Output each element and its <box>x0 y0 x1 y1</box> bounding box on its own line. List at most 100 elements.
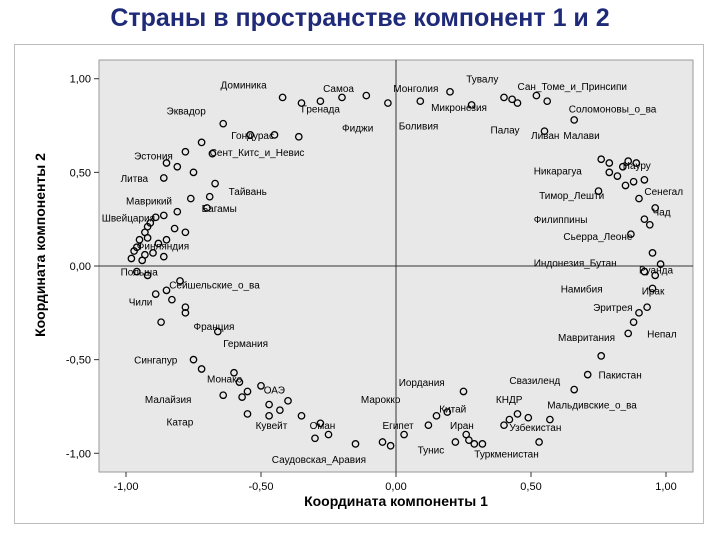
data-point <box>621 181 630 190</box>
data-point <box>265 411 273 420</box>
x-tick-label: -1,00 <box>113 481 138 493</box>
data-point <box>186 194 195 203</box>
data-point <box>629 318 638 327</box>
point-label: Катар <box>167 417 194 428</box>
point-label: Литва <box>121 174 149 185</box>
data-point <box>640 215 649 224</box>
point-label: Малави <box>563 131 599 142</box>
data-point <box>135 235 144 244</box>
data-point <box>645 220 654 229</box>
data-point <box>597 352 606 360</box>
data-point <box>162 159 171 167</box>
point-label: Гренада <box>302 105 341 116</box>
data-point <box>205 192 214 201</box>
point-label: Эквадор <box>167 107 207 118</box>
data-point <box>508 95 516 104</box>
point-label: Доминика <box>221 80 268 91</box>
point-label: Палау <box>491 125 520 136</box>
point-label: Ливан <box>531 131 559 142</box>
data-point <box>197 138 206 147</box>
data-point <box>416 97 425 106</box>
data-point <box>127 254 136 263</box>
y-tick-label: 0,50 <box>70 167 91 179</box>
data-point <box>211 179 219 188</box>
data-point <box>243 410 252 418</box>
data-point <box>446 87 454 96</box>
data-point <box>583 370 592 379</box>
data-point <box>386 441 395 450</box>
data-point <box>627 230 635 239</box>
data-point <box>208 149 217 158</box>
data-point <box>443 408 452 416</box>
data-point <box>157 318 165 327</box>
data-point <box>640 267 649 276</box>
point-label: Самоа <box>323 84 354 95</box>
data-point <box>465 436 473 445</box>
point-label: Монако <box>207 374 243 385</box>
data-point <box>500 93 508 102</box>
point-label: Намибия <box>561 283 603 295</box>
point-label: Туркменистан <box>474 449 538 460</box>
x-tick-label: -0,50 <box>248 481 273 493</box>
point-label: Мавритания <box>558 333 615 344</box>
data-point <box>624 329 633 338</box>
point-label: Оман <box>310 421 336 432</box>
point-label: Сан_Томе_и_Принсипи <box>518 82 627 93</box>
data-point <box>257 382 265 390</box>
point-label: ОАЭ <box>264 386 285 397</box>
x-tick-label: 0,50 <box>520 481 541 493</box>
data-point <box>648 249 657 257</box>
point-label: Кувейт <box>256 421 288 432</box>
x-axis: -1,00 -0,50 0,00 0,50 1,00 <box>113 472 677 493</box>
data-point <box>213 327 222 336</box>
point-label: Тайвань <box>229 187 267 198</box>
data-point <box>230 368 238 377</box>
data-point <box>546 415 554 424</box>
x-tick-label: 1,00 <box>655 481 676 493</box>
data-point <box>189 355 198 364</box>
data-point <box>162 286 171 295</box>
point-label: Соломоновы_о_ва <box>569 105 657 116</box>
point-label: Марокко <box>361 395 401 406</box>
point-label: Багамы <box>202 204 237 215</box>
data-point <box>181 303 190 312</box>
data-point <box>640 176 649 184</box>
point-label: Руанда <box>639 266 673 277</box>
y-tick-label: -1,00 <box>66 448 91 460</box>
point-labels: Доминика Самоа Монголия Тувалу Сан_Томе_и_Пр… <box>102 75 684 466</box>
data-point <box>246 131 255 139</box>
data-point <box>651 204 660 212</box>
point-label: Никарагуа <box>534 166 583 177</box>
point-label: Монголия <box>393 84 438 95</box>
data-point <box>656 260 665 268</box>
data-point <box>351 440 360 448</box>
data-point <box>316 419 325 428</box>
data-point <box>311 434 319 443</box>
point-label: Сингапур <box>134 356 178 367</box>
point-label: Сенегал <box>644 187 683 198</box>
y-axis-label: Координата компоненты 2 <box>32 153 48 337</box>
point-label: Франция <box>194 322 235 333</box>
data-point <box>243 387 252 396</box>
data-point <box>570 116 579 124</box>
data-point <box>535 438 543 446</box>
data-point <box>648 284 657 293</box>
point-label: Фиджи <box>342 123 373 134</box>
data-point <box>451 438 460 446</box>
point-label: Иран <box>450 421 474 432</box>
slide-title: Страны в пространстве компонент 1 и 2 <box>110 4 610 32</box>
point-label: Сьерра_Леоне <box>563 232 632 243</box>
data-point <box>362 91 371 100</box>
data-point <box>284 396 292 405</box>
point-label: Швейцария <box>102 213 155 224</box>
data-point <box>543 97 552 106</box>
data-point <box>597 155 606 164</box>
data-point <box>189 168 198 177</box>
point-label: Эстония <box>134 152 173 163</box>
data-point <box>278 93 287 102</box>
data-point <box>594 187 603 195</box>
point-label: Иордания <box>399 378 445 389</box>
data-point <box>513 99 522 107</box>
point-label: Тувалу <box>466 75 498 86</box>
point-label: Сент_Китс_и_Невис <box>210 148 305 159</box>
